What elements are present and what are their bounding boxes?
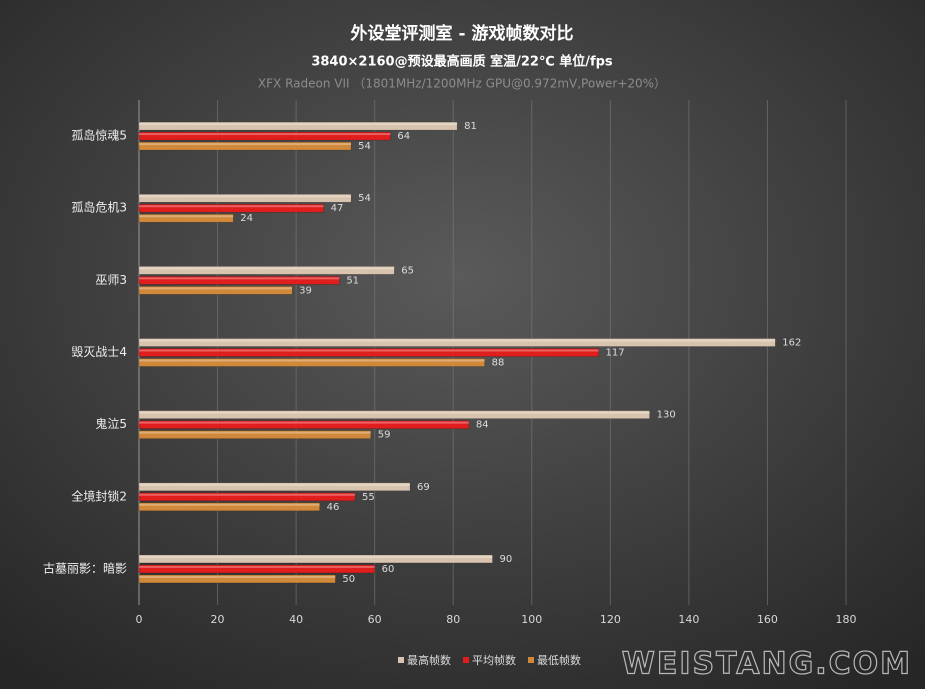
bar-highlight (139, 411, 650, 414)
value-label: 81 (464, 121, 477, 132)
value-label: 69 (417, 482, 430, 493)
value-label: 130 (657, 410, 676, 421)
value-label: 55 (362, 492, 375, 503)
chart-subtitle: 3840×2160@预设最高画质 室温/22℃ 单位/fps (311, 54, 613, 70)
legend-label: 平均帧数 (472, 653, 516, 667)
value-label: 60 (382, 564, 395, 575)
value-label: 24 (240, 213, 253, 224)
value-label: 46 (327, 502, 340, 513)
legend-label: 最高帧数 (407, 653, 451, 667)
bar (138, 131, 391, 141)
bar (138, 482, 411, 492)
bar-highlight (139, 575, 336, 578)
bar-highlight (139, 215, 234, 218)
value-label: 51 (346, 275, 359, 286)
bar (138, 358, 485, 367)
x-tick-label: 160 (757, 613, 778, 626)
chart-caption: XFX Radeon VII （1801MHz/1200MHz GPU@0.97… (258, 77, 666, 91)
bar (138, 574, 336, 584)
bar-highlight (139, 133, 391, 136)
x-tick-label: 40 (289, 613, 303, 626)
bar-highlight (139, 359, 485, 362)
bar (138, 203, 324, 213)
legend-label: 最低帧数 (537, 653, 581, 667)
category-label: 鬼泣5 (95, 416, 127, 431)
bar-highlight (139, 277, 340, 280)
category-label: 毁灭战士4 (71, 344, 127, 359)
value-label: 117 (606, 348, 625, 359)
bar-highlight (139, 195, 352, 198)
value-label: 47 (331, 203, 344, 214)
bar-highlight (139, 267, 395, 270)
legend-swatch (463, 657, 469, 663)
category-label: 巫师3 (95, 273, 127, 287)
bar (138, 193, 352, 203)
bar (138, 266, 395, 275)
bar (138, 338, 776, 347)
category-label: 全境封锁2 (71, 488, 127, 503)
bar (138, 286, 293, 295)
value-label: 39 (299, 285, 312, 296)
category-label: 孤岛惊魂5 (71, 128, 127, 143)
watermark: WEISTANG.COM (622, 647, 912, 682)
value-label: 54 (358, 141, 371, 152)
x-tick-label: 180 (836, 613, 857, 626)
bar-highlight (139, 421, 469, 424)
x-tick-label: 0 (136, 613, 143, 626)
bar (138, 502, 320, 512)
bar-highlight (139, 483, 411, 486)
legend-swatch (398, 657, 404, 663)
bar (138, 492, 356, 502)
x-tick-label: 80 (446, 613, 460, 626)
category-label: 孤岛危机3 (71, 200, 127, 215)
value-label: 88 (492, 358, 505, 369)
chart-title: 外设堂评测室 - 游戏帧数对比 (351, 23, 574, 44)
bar-highlight (139, 205, 324, 208)
bar-highlight (139, 143, 352, 146)
bar-highlight (139, 565, 375, 568)
value-label: 59 (378, 430, 391, 441)
bar (138, 213, 234, 223)
bar-highlight (139, 287, 293, 290)
bar-highlight (139, 349, 599, 352)
bar (138, 141, 352, 151)
bar-highlight (139, 339, 776, 342)
bar (138, 430, 371, 439)
bar (138, 420, 470, 429)
value-label: 54 (358, 193, 371, 204)
x-tick-label: 60 (368, 613, 382, 626)
bar-highlight (139, 555, 493, 558)
bar (138, 121, 458, 131)
value-label: 64 (397, 131, 410, 142)
value-label: 162 (782, 338, 801, 349)
category-label: 古墓丽影：暗影 (43, 560, 127, 575)
value-label: 50 (342, 574, 355, 585)
bar-highlight (139, 503, 320, 506)
x-tick-label: 140 (678, 613, 699, 626)
x-tick-label: 20 (211, 613, 225, 626)
bar (138, 410, 650, 419)
legend-swatch (528, 657, 534, 663)
x-tick-label: 100 (521, 613, 542, 626)
bar-highlight (139, 493, 356, 496)
bar-highlight (139, 123, 458, 126)
value-label: 65 (401, 265, 414, 276)
bar (138, 276, 340, 285)
x-tick-label: 120 (600, 613, 621, 626)
bar-highlight (139, 431, 371, 434)
value-label: 90 (500, 554, 513, 565)
bar (138, 554, 493, 564)
value-label: 84 (476, 420, 489, 431)
bar (138, 348, 599, 357)
bar (138, 564, 375, 574)
